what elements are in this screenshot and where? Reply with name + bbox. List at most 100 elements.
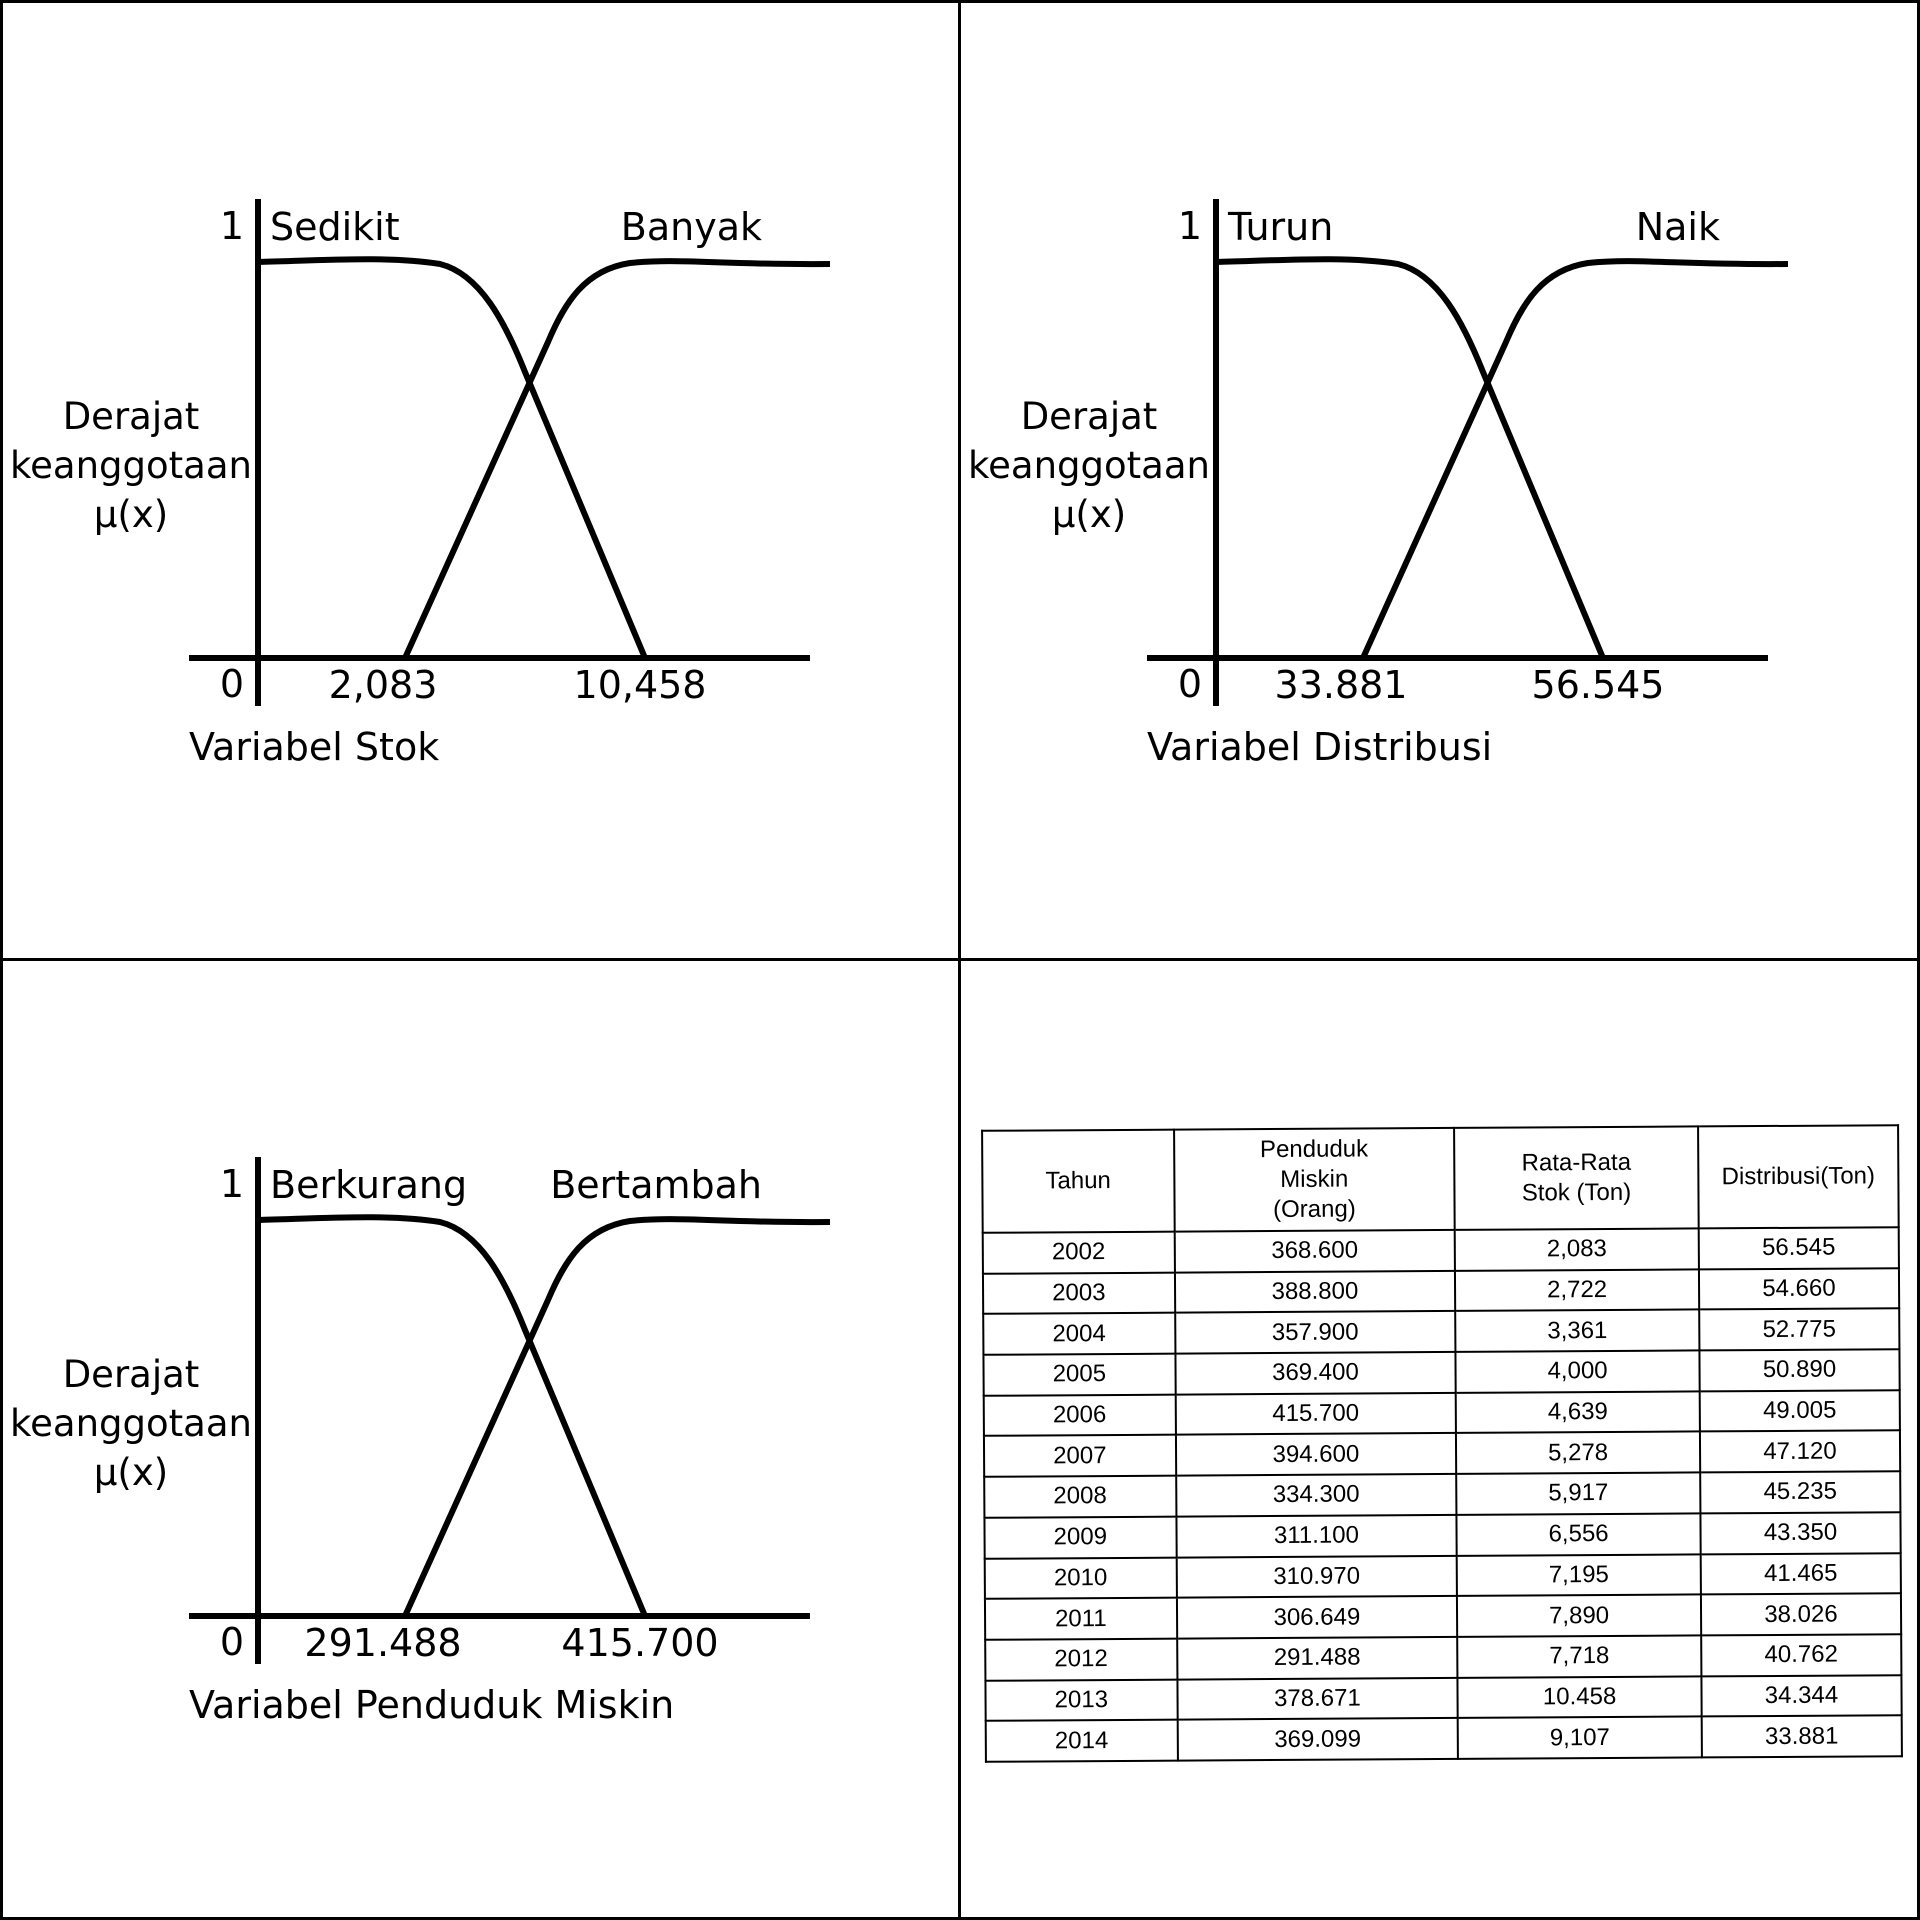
table-cell: 40.762: [1701, 1634, 1902, 1676]
x-axis-label: Variabel Penduduk Miskin: [189, 1683, 674, 1727]
table-cell: 369.400: [1174, 1351, 1456, 1395]
table-cell: 5,278: [1456, 1431, 1701, 1475]
table-cell: 2013: [985, 1679, 1178, 1722]
column-header: Rata-Rata Stok (Ton): [1454, 1126, 1699, 1230]
table-cell: 52.775: [1699, 1308, 1900, 1351]
table-cell: 5,917: [1456, 1472, 1701, 1515]
column-header-line: (Orang): [1273, 1195, 1356, 1224]
table-cell: 369.099: [1177, 1718, 1459, 1761]
membership-chart-svg: 1 0 Berkurang Bertambah 291.488 415.700 Variab…: [10, 1157, 831, 1727]
y-tick-label-0: 0: [1178, 662, 1202, 706]
table-cell: 2003: [982, 1272, 1175, 1315]
table-row: 2009 311.100 6,556 43.350: [984, 1512, 1901, 1559]
y-axis-label-line-0: Derajat: [63, 395, 200, 438]
y-axis-label-line-0: Derajat: [1021, 395, 1158, 438]
table-row: 2013 378.671 10.458 34.344: [985, 1674, 1902, 1722]
table-row: 2011 306.649 7,890 38.026: [984, 1593, 1902, 1640]
y-axis-label-line-2: μ(x): [94, 1451, 168, 1494]
column-header-line: Distribusi(Ton): [1721, 1162, 1876, 1191]
table-row: 2010 310.970 7,195 41.465: [984, 1552, 1901, 1599]
x-axis-label: Variabel Stok: [189, 725, 439, 769]
table-cell: 38.026: [1700, 1593, 1902, 1636]
table-row: 2007 394.600 5,278 47.120: [983, 1430, 1901, 1477]
table-row: 2005 369.400 4,000 50.890: [983, 1349, 1900, 1396]
column-header: Distribusi(Ton): [1697, 1125, 1899, 1229]
table-cell: 2006: [983, 1394, 1176, 1437]
x-tick-label-low: 33.881: [1275, 663, 1408, 707]
x-tick-label-high: 10,458: [574, 663, 707, 707]
chart-panel-distribusi: 1 0 Turun Naik 33.881 56.545 Variabel Distribu…: [958, 0, 1918, 960]
y-axis-label-line-2: μ(x): [1052, 493, 1126, 536]
y-tick-label-0: 0: [220, 1620, 244, 1664]
table-cell: 368.600: [1174, 1229, 1456, 1273]
table-cell: 7,718: [1457, 1635, 1702, 1678]
x-axis-label: Variabel Distribusi: [1147, 725, 1492, 769]
table-cell: 2010: [984, 1557, 1177, 1599]
table-header-row: Tahun Penduduk Miskin (Orang) Rata-Rata Stok …: [982, 1125, 1899, 1233]
horizontal-divider: [0, 958, 1920, 961]
curve-sedikit: [257, 256, 648, 660]
table-row: 2003 388.800 2,722 54.660: [982, 1267, 1900, 1315]
table-cell: 2005: [983, 1353, 1176, 1396]
table-cell: 311.100: [1175, 1514, 1457, 1558]
membership-chart-svg: 1 0 Sedikit Banyak 2,083 10,458 Variabel Stok D…: [10, 199, 831, 769]
table-cell: 2011: [984, 1597, 1177, 1640]
table-cell: 41.465: [1700, 1552, 1901, 1595]
curve-naik: [1360, 258, 1789, 660]
table-row: 2006 415.700 4,639 49.005: [983, 1389, 1900, 1437]
table-cell: 388.800: [1174, 1270, 1456, 1314]
table-cell: 7,890: [1457, 1594, 1702, 1637]
table-cell: 2,722: [1455, 1269, 1700, 1312]
series-label-berkurang: Berkurang: [270, 1163, 467, 1207]
table-body: 2002 368.600 2,083 56.545 2003 388.800 2,722 54…: [982, 1227, 1902, 1762]
y-axis-label-line-1: keanggotaan: [10, 1402, 252, 1445]
table-cell: 7,195: [1456, 1553, 1701, 1597]
x-tick-label-high: 56.545: [1532, 663, 1665, 707]
column-header-line: Rata-Rata: [1521, 1148, 1632, 1177]
table-cell: 357.900: [1174, 1311, 1456, 1354]
table-cell: 3,361: [1455, 1309, 1700, 1352]
table-cell: 56.545: [1698, 1227, 1899, 1270]
table-cell: 291.488: [1176, 1636, 1458, 1680]
curve-berkurang: [257, 1214, 648, 1618]
y-axis-label-line-1: keanggotaan: [968, 444, 1210, 487]
table-row: 2014 369.099 9,107 33.881: [985, 1715, 1902, 1762]
table-cell: 45.235: [1700, 1471, 1901, 1514]
series-label-naik: Naik: [1636, 205, 1720, 249]
data-table: Tahun Penduduk Miskin (Orang) Rata-Rata Stok …: [981, 1124, 1903, 1763]
table-cell: 2002: [982, 1231, 1175, 1274]
x-tick-label-low: 2,083: [329, 663, 438, 707]
table-row: 2002 368.600 2,083 56.545: [982, 1227, 1899, 1274]
series-label-turun: Turun: [1227, 205, 1333, 249]
table-cell: 50.890: [1699, 1349, 1900, 1392]
y-axis-label-line-2: μ(x): [94, 493, 168, 536]
y-tick-label-0: 0: [220, 662, 244, 706]
curve-banyak: [402, 258, 831, 660]
table-cell: 47.120: [1699, 1430, 1901, 1473]
column-header: Tahun: [982, 1129, 1175, 1233]
table-cell: 2007: [983, 1435, 1176, 1477]
table-cell: 2009: [984, 1516, 1177, 1559]
table-cell: 43.350: [1700, 1512, 1901, 1554]
table-row: 2004 357.900 3,361 52.775: [983, 1308, 1900, 1355]
table-cell: 4,000: [1455, 1350, 1700, 1393]
table-cell: 6,556: [1456, 1513, 1701, 1556]
y-axis-label-line-0: Derajat: [63, 1353, 200, 1396]
table-cell: 2004: [983, 1313, 1175, 1355]
table-cell: 54.660: [1698, 1267, 1900, 1310]
series-label-bertambah: Bertambah: [550, 1163, 762, 1207]
table-cell: 9,107: [1457, 1716, 1702, 1759]
table-cell: 310.970: [1176, 1555, 1458, 1598]
table-cell: 49.005: [1699, 1389, 1900, 1432]
table-cell: 2014: [985, 1719, 1178, 1762]
column-header: Penduduk Miskin (Orang): [1173, 1127, 1455, 1232]
chart-panel-penduduk-miskin: 1 0 Berkurang Bertambah 291.488 415.700 Variab…: [0, 958, 960, 1918]
y-tick-label-1: 1: [220, 1162, 244, 1206]
data-table-container: Tahun Penduduk Miskin (Orang) Rata-Rata Stok …: [981, 1124, 1903, 1763]
table-cell: 306.649: [1176, 1596, 1458, 1639]
series-label-sedikit: Sedikit: [270, 205, 400, 249]
chart-panel-stok: 1 0 Sedikit Banyak 2,083 10,458 Variabel Stok D…: [0, 0, 960, 960]
table-cell: 33.881: [1701, 1715, 1902, 1758]
column-header-line: Penduduk: [1259, 1135, 1369, 1164]
x-tick-label-high: 415.700: [561, 1621, 718, 1665]
